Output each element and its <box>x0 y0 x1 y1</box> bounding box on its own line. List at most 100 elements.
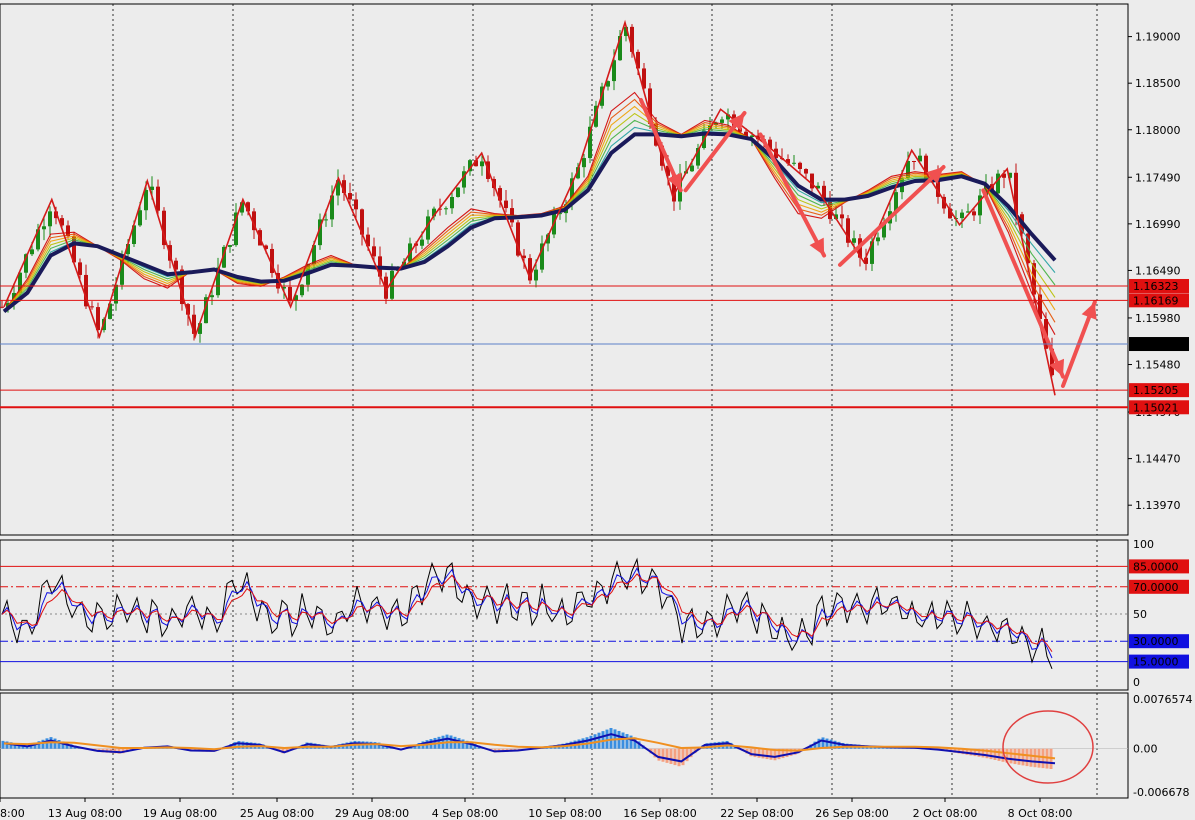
price-tick-label: 1.17490 <box>1135 171 1181 184</box>
price-tick-label: 1.13970 <box>1135 499 1181 512</box>
price-level-label: 1.16169 <box>1133 294 1179 307</box>
macd-histogram-bar <box>985 748 989 759</box>
macd-histogram-bar <box>1009 748 1013 764</box>
candle-body <box>294 295 298 301</box>
time-tick-label: 19 Aug 08:00 <box>143 807 217 820</box>
macd-histogram-bar <box>53 738 57 749</box>
oscillator-level-label-bg <box>1129 579 1189 594</box>
current-price-label: 1.15700 <box>1133 338 1179 351</box>
macd-histogram-bar <box>681 748 685 766</box>
macd-histogram-bar <box>637 741 641 749</box>
time-tick-label: 8 Oct 08:00 <box>1008 807 1073 820</box>
macd-histogram-bar <box>973 748 977 757</box>
macd-histogram-bar <box>1005 748 1009 763</box>
price-tick-label: 1.18000 <box>1135 124 1181 137</box>
macd-histogram-bar <box>241 741 245 749</box>
macd-histogram-bar <box>1041 748 1045 769</box>
oscillator-tick-label: 50 <box>1133 608 1147 621</box>
candle-body <box>768 139 772 149</box>
time-tick-label: 26 Sep 08:00 <box>815 807 888 820</box>
candle-body <box>720 119 724 123</box>
macd-signal-line <box>3 737 1056 760</box>
macd-histogram-bar <box>621 732 625 749</box>
candle-body <box>606 81 610 87</box>
candle-body <box>96 307 100 331</box>
candle-body <box>204 297 208 324</box>
candle-body <box>462 171 466 188</box>
macd-histogram-bar <box>1037 748 1041 768</box>
candle-body <box>882 223 886 238</box>
candle-body <box>1050 348 1054 376</box>
macd-histogram-bar <box>833 740 837 749</box>
macd-histogram-bar <box>45 738 49 749</box>
candle-body <box>366 234 370 247</box>
trend-arrow-shaft <box>838 165 946 267</box>
candle-body <box>792 162 796 164</box>
time-tick-label: 4 Sep 08:00 <box>432 807 498 820</box>
candle-body <box>474 160 478 167</box>
trend-arrow-head <box>809 237 825 256</box>
time-tick-label: 16 Sep 08:00 <box>623 807 696 820</box>
candle-body <box>558 213 562 215</box>
candle-body <box>54 211 58 219</box>
macd-histogram-bar <box>1 740 5 749</box>
candle-body <box>1032 263 1036 295</box>
macd-histogram-bar <box>829 739 833 749</box>
candle-body <box>336 180 340 196</box>
candle-body <box>936 171 940 197</box>
oscillator-level-label: 30.0000 <box>1133 635 1179 648</box>
macd-histogram-bar <box>761 748 765 759</box>
candle-body <box>978 195 982 216</box>
macd-histogram-bar <box>689 748 693 758</box>
candle-body <box>870 241 874 264</box>
candle-body <box>840 214 844 219</box>
trend-arrow-head <box>728 112 745 131</box>
candle-body <box>114 284 118 304</box>
candle-body <box>822 185 826 200</box>
time-tick-label: 25 Aug 08:00 <box>240 807 314 820</box>
candle-body <box>30 249 34 255</box>
macd-histogram-bar <box>781 748 785 759</box>
macd-histogram-bar <box>777 748 781 760</box>
candle-body <box>594 105 598 127</box>
candle-body <box>270 248 274 273</box>
candle-body <box>912 160 916 162</box>
candle-body <box>390 270 394 299</box>
candle-body <box>744 131 748 138</box>
candle-body <box>540 243 544 270</box>
macd-histogram-bar <box>461 739 465 749</box>
slow-moving-average-line <box>2 131 1057 313</box>
macd-histogram-bar <box>749 748 753 757</box>
candle-body <box>642 68 646 89</box>
candle-body <box>150 186 154 190</box>
macd-histogram-bar <box>605 729 609 749</box>
candle-body <box>420 239 424 246</box>
candle-body <box>300 284 304 296</box>
candle-body <box>360 209 364 235</box>
macd-histogram-bar <box>977 748 981 757</box>
macd-histogram-bar <box>61 741 65 749</box>
macd-histogram-bar <box>673 748 677 766</box>
candle-body <box>648 88 652 124</box>
candle-body <box>546 234 550 244</box>
candle-body <box>852 238 856 243</box>
candle-body <box>198 323 202 334</box>
candle-body <box>432 208 436 217</box>
macd-histogram-bar <box>1013 748 1017 765</box>
trend-arrow-head <box>1049 358 1065 377</box>
candle-body <box>798 162 802 170</box>
trend-arrow-shaft <box>683 110 747 193</box>
candle-body <box>972 211 976 216</box>
price-level-label: 1.15205 <box>1133 384 1179 397</box>
candle-body <box>522 255 526 259</box>
macd-histogram-bar <box>817 738 821 749</box>
trend-arrow-head <box>1081 302 1097 320</box>
macd-histogram-bar <box>469 742 473 749</box>
price-tick-label: 1.18500 <box>1135 77 1181 90</box>
oscillator-tick-label: 0 <box>1133 676 1140 689</box>
candle-body <box>696 148 700 166</box>
macd-histogram-bar <box>773 748 777 761</box>
macd-histogram-bar <box>965 748 969 755</box>
candle-body <box>672 175 676 202</box>
macd-histogram-bar <box>961 748 965 755</box>
